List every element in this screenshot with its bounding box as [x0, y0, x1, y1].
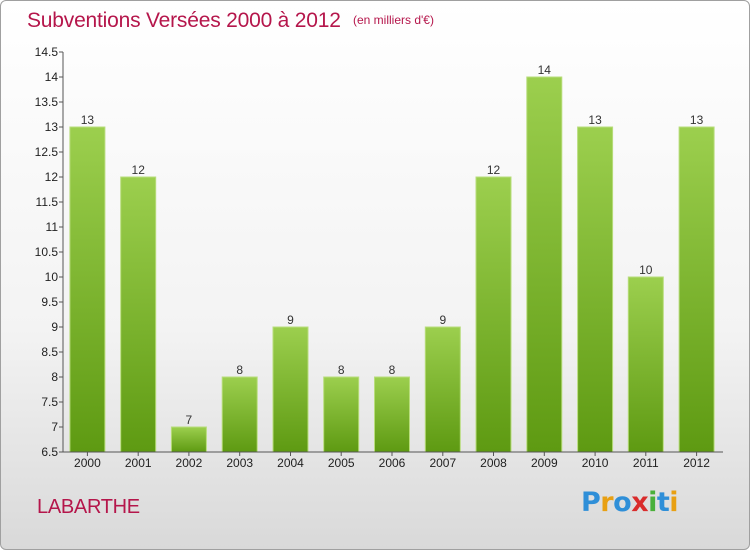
data-label-2009: 14: [538, 63, 552, 77]
y-tick-label-9: 9: [51, 320, 58, 334]
logo-letter: r: [600, 487, 614, 518]
y-tick-label-10.5: 10.5: [35, 245, 59, 259]
y-tick-label-13.5: 13.5: [35, 95, 59, 109]
x-tick-label-2000: 2000: [74, 456, 101, 470]
x-tick-label-2006: 2006: [379, 456, 406, 470]
bar-2012: [678, 126, 715, 453]
x-tick-label-2001: 2001: [125, 456, 152, 470]
x-tick-label-2004: 2004: [277, 456, 304, 470]
chart-title: Subventions Versées 2000 à 2012: [27, 9, 341, 32]
x-tick-label-2012: 2012: [683, 456, 710, 470]
y-tick-label-12.5: 12.5: [35, 145, 59, 159]
logo-letter: o: [613, 487, 632, 518]
logo-letter: i: [648, 487, 657, 518]
bar-2001: [120, 176, 157, 453]
logo-letter: x: [631, 487, 649, 518]
y-tick-label-6.5: 6.5: [41, 445, 58, 459]
y-tick-label-7: 7: [51, 420, 58, 434]
x-tick-label-2010: 2010: [582, 456, 609, 470]
logo-letter: t: [656, 487, 670, 518]
logo-letter: P: [581, 487, 601, 518]
bar-2010: [577, 126, 614, 453]
commune-name: LABARTHE: [37, 496, 140, 518]
y-tick-label-14.5: 14.5: [35, 45, 59, 59]
unit-note: (en milliers d'€): [353, 13, 434, 27]
data-label-2010: 13: [588, 113, 602, 127]
bar-2000: [69, 126, 106, 453]
y-tick-label-10: 10: [45, 270, 59, 284]
bar-2007: [424, 326, 461, 453]
bar-2002: [170, 426, 207, 453]
x-tick-label-2011: 2011: [633, 456, 659, 470]
bar-2004: [272, 326, 309, 453]
proxiti-logo: Proxiti: [581, 487, 679, 518]
data-label-2002: 7: [186, 413, 193, 427]
data-label-2004: 9: [287, 313, 294, 327]
x-tick-label-2002: 2002: [176, 456, 203, 470]
y-tick-label-11: 11: [46, 220, 59, 234]
y-tick-label-8.5: 8.5: [41, 345, 58, 359]
logo-letter: i: [669, 487, 679, 518]
y-tick-label-7.5: 7.5: [41, 395, 58, 409]
x-tick-label-2007: 2007: [429, 456, 456, 470]
bar-2006: [374, 376, 410, 453]
data-label-2003: 8: [236, 363, 243, 377]
bar-2011: [627, 276, 664, 453]
bar-2005: [323, 376, 360, 453]
x-tick-label-2009: 2009: [531, 456, 558, 470]
data-label-2005: 8: [338, 363, 345, 377]
y-tick-label-12: 12: [45, 170, 59, 184]
bars-group: 13 12 7 8 9 8 8 9 12 14 13 10 13: [69, 63, 715, 453]
data-label-2006: 8: [389, 363, 396, 377]
y-tick-label-14: 14: [45, 70, 59, 84]
bar-2009: [526, 76, 563, 453]
x-tick-label-2008: 2008: [480, 456, 507, 470]
data-label-2001: 12: [132, 163, 146, 177]
bar-2008: [475, 176, 512, 453]
data-label-2012: 13: [690, 113, 704, 127]
data-label-2007: 9: [439, 313, 446, 327]
bar-2003: [221, 376, 258, 453]
data-label-2008: 12: [487, 163, 501, 177]
y-tick-label-11.5: 11.5: [36, 195, 59, 209]
y-tick-label-9.5: 9.5: [41, 295, 58, 309]
x-tick-label-2003: 2003: [226, 456, 253, 470]
data-label-2000: 13: [81, 113, 95, 127]
y-tick-label-8: 8: [51, 370, 58, 384]
y-tick-label-13: 13: [45, 120, 59, 134]
data-label-2011: 10: [639, 263, 653, 277]
x-tick-label-2005: 2005: [328, 456, 355, 470]
axes-group: 2000 2001 2002 2003 2004 2005 2006 2007 2008 2009…: [35, 45, 723, 470]
